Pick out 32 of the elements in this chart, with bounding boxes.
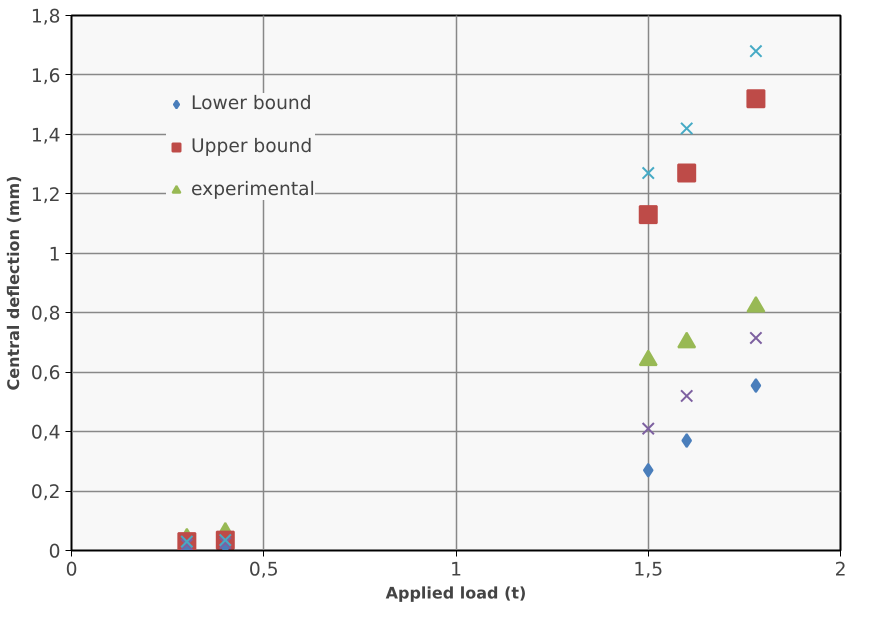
y-tick-label: 1,4 — [30, 125, 60, 146]
point — [681, 433, 692, 448]
y-tick-label: 0,8 — [30, 304, 60, 325]
y-tick-label: 0,2 — [30, 482, 60, 504]
point — [680, 389, 694, 403]
point — [680, 122, 694, 136]
point — [642, 166, 655, 180]
y-axis-title: Central deflection (mm) — [4, 176, 23, 390]
y-tick-label: 1 — [48, 244, 61, 266]
legend-label: experimental — [191, 179, 315, 200]
y-tick-label: 1,6 — [30, 66, 60, 87]
point — [642, 462, 654, 478]
x-tick-label: 0 — [66, 560, 78, 580]
point — [749, 331, 763, 345]
x-tick-label: 1,5 — [633, 560, 664, 580]
y-tick-label: 1,2 — [30, 184, 60, 206]
y-tick-label: 0,4 — [30, 422, 60, 444]
x-tick-label: 2 — [834, 560, 846, 580]
point — [746, 89, 766, 108]
point — [677, 164, 696, 183]
point — [638, 205, 658, 224]
point — [749, 44, 763, 58]
y-tick-label: 0 — [48, 542, 61, 562]
x-axis-title: Applied load (t) — [386, 584, 526, 602]
y-tick-label: 0,6 — [30, 363, 60, 384]
legend-label: Upper bound — [191, 136, 312, 157]
x-tick-label: 1 — [450, 560, 462, 580]
x-tick-label: 0,5 — [248, 560, 279, 580]
legend-label: Lower bound — [191, 93, 312, 114]
y-tick-label: 1,8 — [30, 6, 60, 28]
point — [642, 422, 655, 436]
point — [750, 378, 762, 394]
